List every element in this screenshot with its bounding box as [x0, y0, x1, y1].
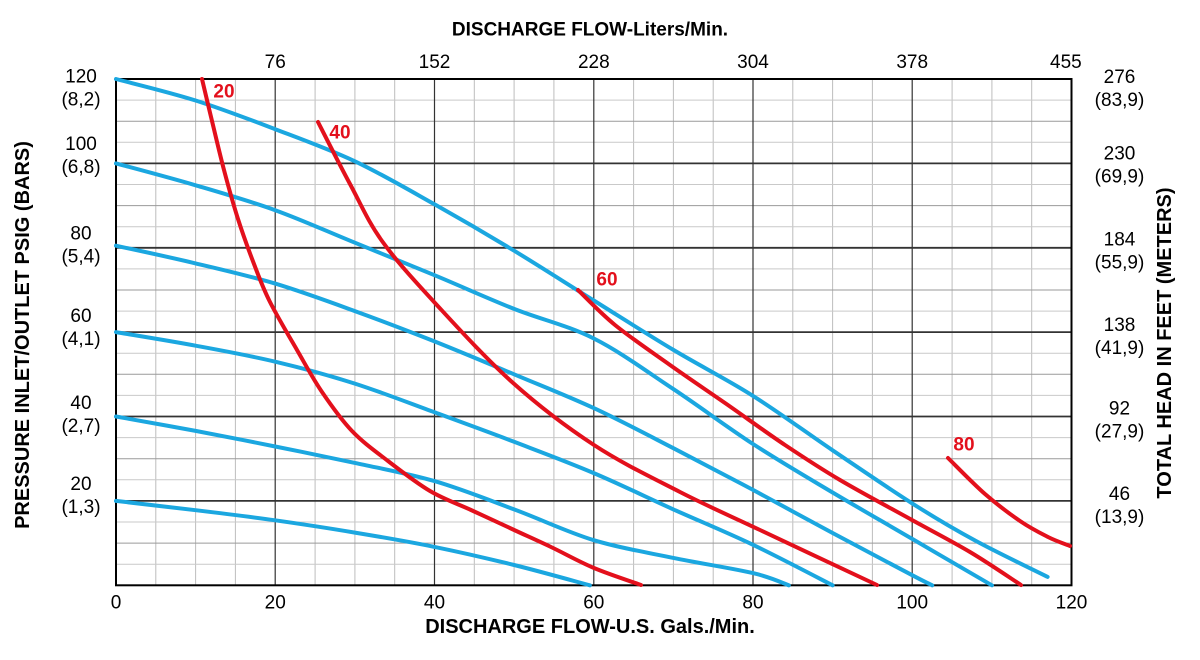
svg-text:100: 100 — [65, 134, 97, 155]
svg-text:152: 152 — [419, 52, 451, 73]
svg-text:DISCHARGE FLOW-U.S. Gals./Min.: DISCHARGE FLOW-U.S. Gals./Min. — [425, 616, 755, 638]
svg-text:304: 304 — [737, 52, 769, 73]
svg-text:(13,9): (13,9) — [1095, 507, 1145, 528]
svg-text:184: 184 — [1104, 230, 1136, 251]
svg-text:(2,7): (2,7) — [61, 416, 100, 437]
svg-text:20: 20 — [213, 82, 234, 103]
svg-text:(6,8): (6,8) — [61, 157, 100, 178]
svg-text:120: 120 — [1056, 593, 1088, 614]
svg-text:40: 40 — [424, 593, 445, 614]
svg-text:(1,3): (1,3) — [61, 497, 100, 518]
svg-text:138: 138 — [1104, 315, 1136, 336]
svg-text:40: 40 — [70, 393, 91, 414]
svg-text:DISCHARGE FLOW-Liters/Min.: DISCHARGE FLOW-Liters/Min. — [452, 20, 728, 41]
svg-text:(41,9): (41,9) — [1095, 338, 1145, 359]
svg-text:100: 100 — [896, 593, 928, 614]
svg-text:(4,1): (4,1) — [61, 329, 100, 350]
svg-text:455: 455 — [1050, 52, 1082, 73]
svg-text:40: 40 — [329, 123, 350, 144]
svg-text:(83,9): (83,9) — [1095, 90, 1145, 111]
svg-text:(5,4): (5,4) — [61, 247, 100, 268]
svg-text:60: 60 — [583, 593, 604, 614]
svg-text:378: 378 — [896, 52, 928, 73]
svg-text:120: 120 — [65, 67, 97, 88]
svg-text:60: 60 — [596, 270, 617, 291]
svg-text:(8,2): (8,2) — [61, 90, 100, 111]
svg-text:76: 76 — [265, 52, 286, 73]
svg-text:228: 228 — [578, 52, 610, 73]
svg-text:60: 60 — [70, 306, 91, 327]
svg-text:80: 80 — [953, 435, 974, 456]
svg-text:276: 276 — [1104, 67, 1136, 88]
svg-text:TOTAL HEAD IN FEET (METERS): TOTAL HEAD IN FEET (METERS) — [1154, 187, 1176, 498]
svg-text:20: 20 — [265, 593, 286, 614]
svg-text:80: 80 — [742, 593, 763, 614]
svg-text:PRESSURE INLET/OUTLET PSIG (BA: PRESSURE INLET/OUTLET PSIG (BARS) — [12, 141, 34, 529]
svg-text:80: 80 — [70, 224, 91, 245]
svg-text:92: 92 — [1109, 398, 1130, 419]
svg-text:(27,9): (27,9) — [1095, 421, 1145, 442]
svg-text:46: 46 — [1109, 484, 1130, 505]
svg-text:20: 20 — [70, 474, 91, 495]
svg-text:(55,9): (55,9) — [1095, 253, 1145, 274]
svg-text:230: 230 — [1104, 144, 1136, 165]
svg-text:0: 0 — [111, 593, 122, 614]
svg-text:(69,9): (69,9) — [1095, 167, 1145, 188]
